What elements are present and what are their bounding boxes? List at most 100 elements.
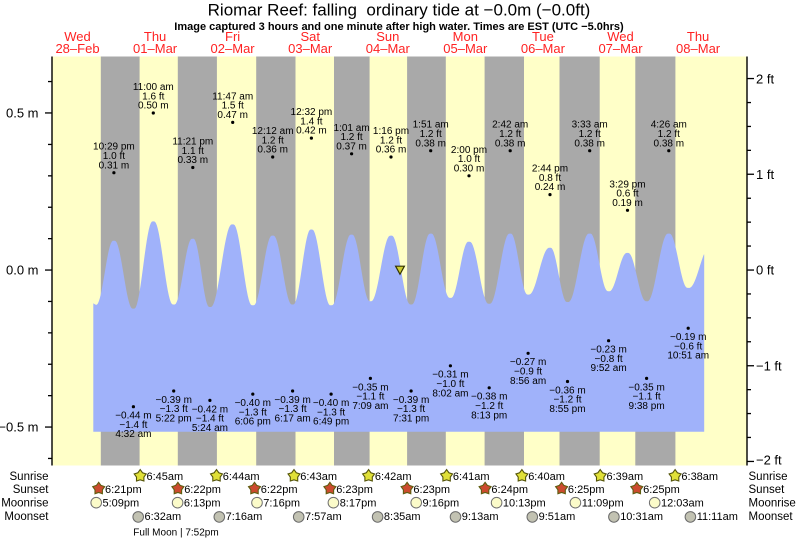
svg-text:−0.8 ft: −0.8 ft (595, 354, 623, 365)
svg-text:−0.44 m: −0.44 m (115, 411, 151, 422)
svg-text:−0.39 m: −0.39 m (393, 395, 429, 406)
svg-text:6:32am: 6:32am (145, 511, 182, 523)
svg-text:6:43am: 6:43am (300, 471, 337, 483)
svg-text:1.2 ft: 1.2 ft (658, 129, 680, 140)
svg-text:7:57am: 7:57am (305, 511, 342, 523)
svg-text:11:00 am: 11:00 am (133, 82, 174, 93)
svg-text:−0.27 m: −0.27 m (510, 357, 546, 368)
svg-text:10:29 pm: 10:29 pm (93, 142, 135, 153)
svg-text:−0.19 m: −0.19 m (670, 332, 706, 343)
svg-text:−0.5 m: −0.5 m (0, 420, 39, 435)
svg-text:10:13pm: 10:13pm (503, 498, 546, 510)
svg-text:1.6 ft: 1.6 ft (142, 91, 164, 102)
svg-text:1.1 ft: 1.1 ft (182, 146, 204, 157)
svg-text:0.31 m: 0.31 m (99, 160, 130, 171)
svg-text:−0.9 ft: −0.9 ft (514, 367, 542, 378)
svg-text:1.5 ft: 1.5 ft (222, 101, 244, 112)
svg-text:01–Mar: 01–Mar (133, 41, 178, 56)
svg-text:0.24 m: 0.24 m (535, 182, 566, 193)
svg-text:12:32 pm: 12:32 pm (291, 107, 333, 118)
svg-text:−1.2 ft: −1.2 ft (553, 395, 581, 406)
svg-text:1:01 am: 1:01 am (334, 123, 370, 134)
svg-text:−1.1 ft: −1.1 ft (356, 392, 384, 403)
svg-text:1:16 pm: 1:16 pm (373, 126, 409, 137)
svg-text:0.19 m: 0.19 m (612, 198, 643, 209)
svg-text:0.5 m: 0.5 m (6, 106, 39, 121)
svg-text:Riomar Reef: falling ordinary: Riomar Reef: falling ordinary tide at −0… (208, 1, 591, 20)
svg-text:−0.36 m: −0.36 m (549, 385, 585, 396)
svg-text:−0.35 m: −0.35 m (628, 382, 664, 393)
svg-text:9:51am: 9:51am (539, 511, 576, 523)
svg-text:2:42 am: 2:42 am (492, 120, 528, 131)
svg-text:4:32 am: 4:32 am (115, 429, 151, 440)
svg-text:0.0 m: 0.0 m (6, 263, 39, 278)
svg-text:−0.40 m: −0.40 m (235, 398, 271, 409)
svg-text:Tue: Tue (532, 29, 554, 44)
svg-text:1.2 ft: 1.2 ft (499, 129, 521, 140)
svg-text:6:22pm: 6:22pm (261, 484, 298, 496)
svg-text:−1.4 ft: −1.4 ft (119, 420, 147, 431)
svg-text:4:26 am: 4:26 am (651, 120, 687, 131)
svg-text:11:11am: 11:11am (697, 511, 738, 523)
svg-text:8:17pm: 8:17pm (340, 498, 377, 510)
svg-text:Sun: Sun (376, 29, 399, 44)
svg-text:6:41am: 6:41am (453, 471, 490, 483)
svg-text:Sunset: Sunset (749, 484, 786, 496)
svg-text:6:40am: 6:40am (528, 471, 565, 483)
svg-text:1.2 ft: 1.2 ft (262, 135, 284, 146)
svg-text:04–Mar: 04–Mar (366, 41, 411, 56)
svg-text:−1.3 ft: −1.3 ft (317, 407, 345, 418)
svg-text:6:06 pm: 6:06 pm (235, 417, 271, 428)
svg-text:03–Mar: 03–Mar (288, 41, 333, 56)
svg-text:0.47 m: 0.47 m (217, 110, 248, 121)
svg-text:7:31 pm: 7:31 pm (393, 414, 429, 425)
svg-text:6:22pm: 6:22pm (184, 484, 221, 496)
svg-text:02–Mar: 02–Mar (211, 41, 256, 56)
svg-text:1:51 am: 1:51 am (413, 120, 449, 131)
svg-text:−1.4 ft: −1.4 ft (196, 414, 224, 425)
svg-text:−1.3 ft: −1.3 ft (279, 404, 307, 415)
svg-text:9:52 am: 9:52 am (591, 363, 627, 374)
svg-text:Thu: Thu (144, 29, 166, 44)
svg-text:−0.39 m: −0.39 m (274, 395, 310, 406)
svg-text:07–Mar: 07–Mar (598, 41, 643, 56)
svg-text:0.8 ft: 0.8 ft (539, 173, 561, 184)
svg-text:6:13pm: 6:13pm (184, 498, 221, 510)
svg-text:Wed: Wed (607, 29, 634, 44)
svg-text:9:16pm: 9:16pm (423, 498, 460, 510)
svg-text:8:56 am: 8:56 am (510, 376, 546, 387)
svg-text:2 ft: 2 ft (756, 71, 774, 86)
svg-text:1.2 ft: 1.2 ft (420, 129, 442, 140)
svg-text:0.37 m: 0.37 m (336, 141, 367, 152)
svg-text:−1.0 ft: −1.0 ft (436, 379, 464, 390)
svg-text:6:49 pm: 6:49 pm (313, 417, 349, 428)
svg-text:2:00 pm: 2:00 pm (451, 145, 487, 156)
svg-text:11:47 am: 11:47 am (212, 91, 253, 102)
svg-text:6:21pm: 6:21pm (105, 484, 142, 496)
svg-text:6:25pm: 6:25pm (568, 484, 605, 496)
svg-text:11:21 pm: 11:21 pm (172, 137, 213, 148)
svg-text:9:13am: 9:13am (462, 511, 499, 523)
svg-text:−0.6 ft: −0.6 ft (674, 341, 702, 352)
svg-text:Moonrise: Moonrise (1, 498, 48, 510)
svg-text:Mon: Mon (453, 29, 478, 44)
svg-text:6:38am: 6:38am (681, 471, 718, 483)
svg-text:1.2 ft: 1.2 ft (380, 135, 402, 146)
svg-text:6:23pm: 6:23pm (336, 484, 373, 496)
svg-text:−1 ft: −1 ft (756, 358, 782, 373)
svg-text:Sunrise: Sunrise (749, 471, 788, 483)
svg-text:0.38 m: 0.38 m (495, 138, 526, 149)
svg-text:−1.3 ft: −1.3 ft (397, 404, 425, 415)
svg-text:−0.40 m: −0.40 m (313, 398, 349, 409)
svg-text:0.38 m: 0.38 m (654, 138, 685, 149)
svg-text:3:29 pm: 3:29 pm (609, 179, 645, 190)
svg-text:Image captured 3 hours and one: Image captured 3 hours and one minute af… (174, 21, 624, 33)
svg-text:7:09 am: 7:09 am (352, 401, 388, 412)
svg-text:−0.39 m: −0.39 m (155, 395, 191, 406)
svg-text:10:31am: 10:31am (620, 511, 663, 523)
svg-text:6:44am: 6:44am (223, 471, 260, 483)
svg-text:6:45am: 6:45am (147, 471, 184, 483)
svg-text:0.38 m: 0.38 m (415, 138, 446, 149)
svg-text:6:23pm: 6:23pm (413, 484, 450, 496)
svg-text:1.4 ft: 1.4 ft (300, 116, 322, 127)
